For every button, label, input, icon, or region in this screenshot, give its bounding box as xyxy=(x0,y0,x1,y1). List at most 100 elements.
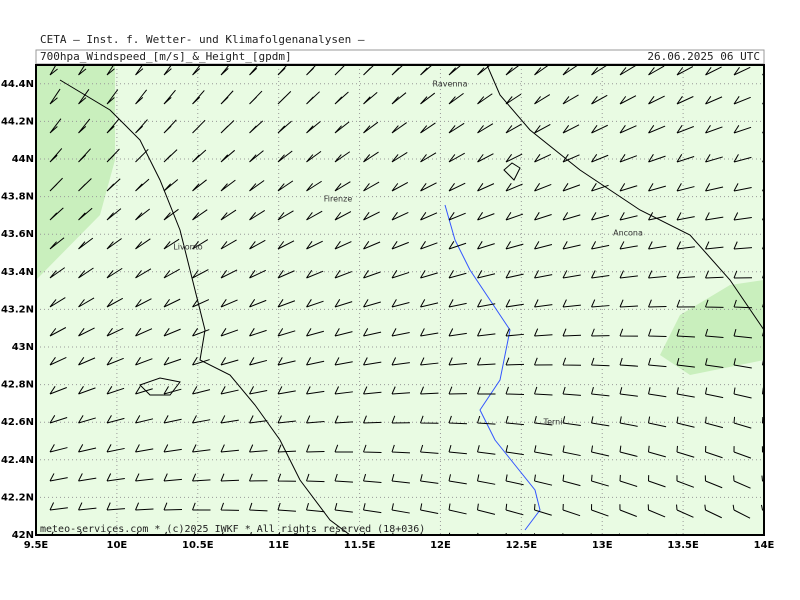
wind-barb xyxy=(249,269,267,279)
wind-barb xyxy=(391,241,409,250)
wind-barb xyxy=(363,270,381,279)
wind-barb xyxy=(249,299,267,308)
city-label: Ravenna xyxy=(433,80,468,89)
wind-barb xyxy=(220,239,237,250)
wind-barb xyxy=(78,237,94,250)
wind-barb xyxy=(192,502,211,511)
wind-barb xyxy=(733,358,752,369)
wind-barb xyxy=(392,532,394,535)
wind-barb xyxy=(220,149,236,163)
wind-barb xyxy=(676,66,694,76)
map-area xyxy=(36,65,764,535)
wind-barb xyxy=(619,474,638,487)
wind-barb xyxy=(676,241,695,250)
wind-barb xyxy=(420,328,439,337)
wind-barb xyxy=(78,89,90,105)
wind-barb xyxy=(220,473,240,482)
wind-barb xyxy=(49,415,68,424)
wind-barb xyxy=(704,475,723,489)
wind-barb xyxy=(505,241,524,250)
wind-barb xyxy=(420,415,439,424)
wind-barb xyxy=(306,270,324,279)
wind-barb xyxy=(163,415,182,424)
wind-barb xyxy=(505,153,523,163)
wind-barb xyxy=(420,299,439,308)
wind-barb xyxy=(193,531,196,535)
wind-barb xyxy=(505,212,524,221)
wind-barb xyxy=(78,357,96,366)
wind-barb xyxy=(277,386,296,395)
wind-barb xyxy=(477,241,495,250)
wind-barb xyxy=(505,65,521,76)
x-tick-label: 13.5E xyxy=(667,540,699,551)
wind-barb xyxy=(49,237,65,250)
wind-barb xyxy=(306,299,324,308)
wind-barb xyxy=(363,444,382,453)
wind-barb xyxy=(163,473,182,482)
wind-barb xyxy=(220,502,240,511)
wind-barb xyxy=(135,444,154,453)
x-tick-label: 12E xyxy=(430,540,451,551)
wind-barb xyxy=(477,212,495,221)
wind-barb xyxy=(676,96,694,105)
wind-barb xyxy=(619,65,636,76)
wind-barb xyxy=(49,267,66,279)
wind-barb xyxy=(591,445,610,457)
wind-barb xyxy=(220,90,234,105)
wind-barb xyxy=(619,357,638,367)
wind-barb xyxy=(648,416,667,428)
wind-barb xyxy=(562,299,581,308)
x-tick-label: 11.5E xyxy=(344,540,376,551)
source-line: CETA – Inst. f. Wetter- und Klimafolgena… xyxy=(40,33,365,46)
island xyxy=(139,377,181,396)
wind-barb xyxy=(448,212,466,221)
wind-barb xyxy=(163,357,182,366)
wind-barb xyxy=(705,154,723,163)
wind-barb xyxy=(106,327,124,337)
wind-barb xyxy=(619,212,638,221)
wind-barb xyxy=(732,504,751,519)
wind-barb xyxy=(192,328,210,337)
wind-barb xyxy=(648,328,667,338)
wind-barb xyxy=(505,474,524,486)
wind-barb xyxy=(135,328,153,337)
wind-barb xyxy=(49,444,68,453)
wind-barb xyxy=(477,270,496,279)
x-tick-label: 11E xyxy=(268,540,289,551)
wind-barb xyxy=(220,179,236,192)
wind-barb xyxy=(477,532,479,535)
wind-barb xyxy=(220,415,239,424)
wind-barb xyxy=(562,386,581,396)
wind-patch xyxy=(660,280,764,375)
wind-barb xyxy=(733,183,752,192)
wind-barb xyxy=(249,357,268,366)
wind-barb xyxy=(534,183,552,192)
wind-barb xyxy=(676,183,695,192)
wind-barb xyxy=(78,415,96,424)
city-label: Livorno xyxy=(173,243,203,252)
y-tick-label: 43.4N xyxy=(1,267,34,278)
wind-barb xyxy=(220,65,230,76)
wind-barb xyxy=(420,357,439,366)
wind-barb xyxy=(705,270,724,279)
wind-barb xyxy=(135,298,152,308)
wind-patch xyxy=(36,65,115,280)
wind-barb xyxy=(334,91,349,105)
wind-barb xyxy=(477,474,496,485)
wind-barb xyxy=(277,444,297,453)
wind-barb xyxy=(277,415,296,424)
wind-barb xyxy=(448,270,467,279)
wind-barb xyxy=(391,211,409,221)
wind-barb xyxy=(363,473,382,484)
wind-barb xyxy=(448,386,468,395)
wind-barb xyxy=(78,502,97,511)
wind-barb xyxy=(106,386,125,395)
wind-barb xyxy=(49,118,62,134)
wind-barb xyxy=(363,299,381,308)
wind-barb xyxy=(534,212,552,221)
wind-barb xyxy=(733,299,753,309)
wind-barb xyxy=(534,474,553,486)
river xyxy=(444,204,541,531)
wind-barb xyxy=(534,503,552,516)
wind-barb xyxy=(163,208,179,221)
